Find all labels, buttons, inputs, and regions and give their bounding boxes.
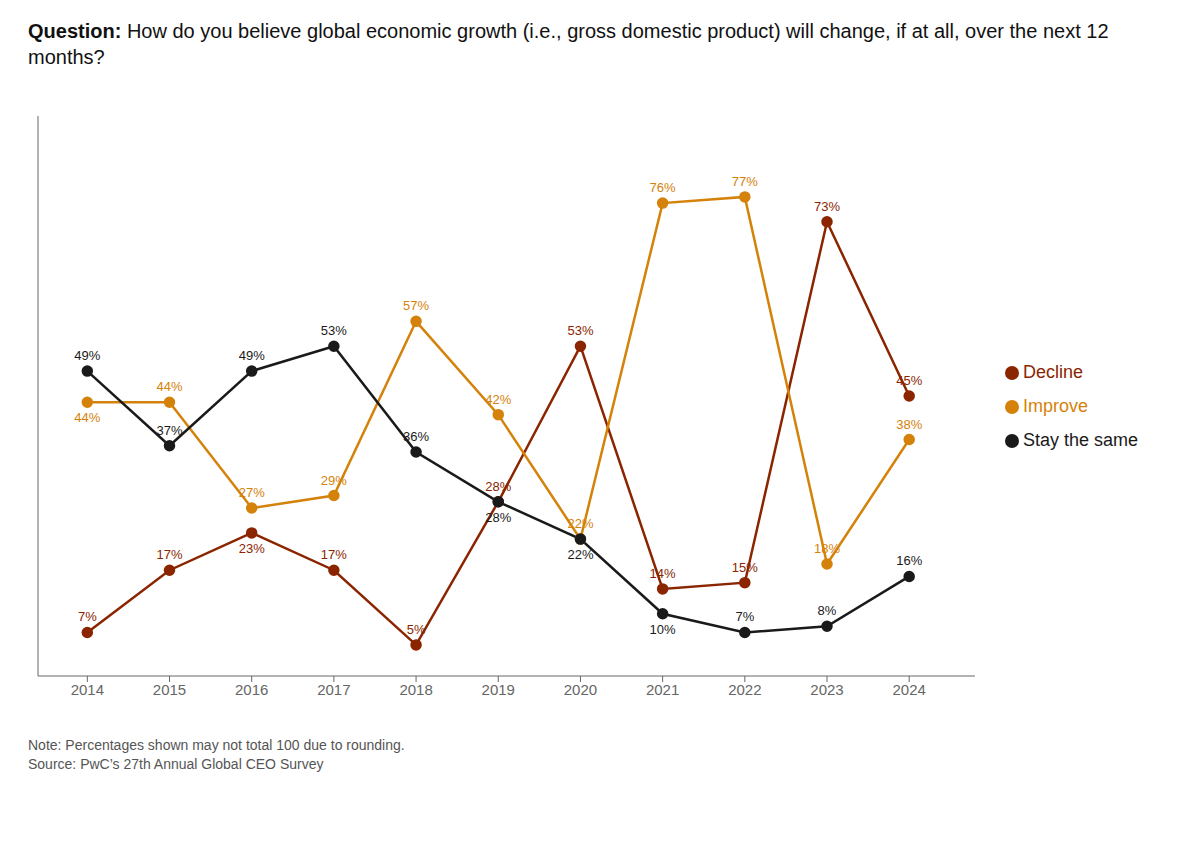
svg-text:8%: 8% [818,603,837,618]
svg-text:77%: 77% [732,174,758,189]
svg-text:42%: 42% [485,392,511,407]
svg-text:22%: 22% [567,547,593,562]
svg-text:57%: 57% [403,298,429,313]
svg-text:2021: 2021 [646,681,679,698]
svg-text:37%: 37% [156,423,182,438]
svg-text:29%: 29% [321,473,347,488]
svg-text:2023: 2023 [810,681,843,698]
svg-text:18%: 18% [814,541,840,556]
svg-text:2015: 2015 [153,681,186,698]
svg-text:2018: 2018 [399,681,432,698]
svg-text:2014: 2014 [71,681,104,698]
svg-text:49%: 49% [74,348,100,363]
svg-text:7%: 7% [78,609,97,624]
svg-text:17%: 17% [156,547,182,562]
svg-text:2024: 2024 [893,681,926,698]
svg-text:45%: 45% [896,373,922,388]
svg-text:10%: 10% [650,622,676,637]
svg-text:27%: 27% [239,485,265,500]
html-text:Decline: Decline [1022,362,1083,382]
html-text:Note: Percentages shown may no: Note: Percentages shown may not total 10… [28,737,405,753]
svg-text:2017: 2017 [317,681,350,698]
svg-text:14%: 14% [650,566,676,581]
svg-text:38%: 38% [896,417,922,432]
svg-text:2019: 2019 [482,681,515,698]
svg-text:76%: 76% [650,180,676,195]
svg-text:16%: 16% [896,553,922,568]
svg-text:15%: 15% [732,560,758,575]
html-text:Question: How do you believe g: Question: How do you believe global econ… [28,20,1109,68]
html-text:Improve: Improve [1022,396,1088,416]
svg-text:36%: 36% [403,429,429,444]
svg-text:17%: 17% [321,547,347,562]
svg-text:5%: 5% [407,622,426,637]
svg-text:2022: 2022 [728,681,761,698]
svg-text:53%: 53% [567,323,593,338]
svg-text:23%: 23% [239,541,265,556]
svg-text:22%: 22% [567,516,593,531]
svg-text:7%: 7% [735,609,754,624]
svg-text:73%: 73% [814,199,840,214]
svg-text:28%: 28% [485,479,511,494]
html-text:Source: PwC’s 27th Annual Glob: Source: PwC’s 27th Annual Global CEO Sur… [28,756,324,772]
svg-text:2016: 2016 [235,681,268,698]
svg-text:49%: 49% [239,348,265,363]
svg-text:2020: 2020 [564,681,597,698]
svg-text:28%: 28% [485,510,511,525]
svg-text:44%: 44% [74,410,100,425]
html-text:Stay the same: Stay the same [1022,430,1138,450]
svg-text:53%: 53% [321,323,347,338]
svg-text:44%: 44% [156,379,182,394]
